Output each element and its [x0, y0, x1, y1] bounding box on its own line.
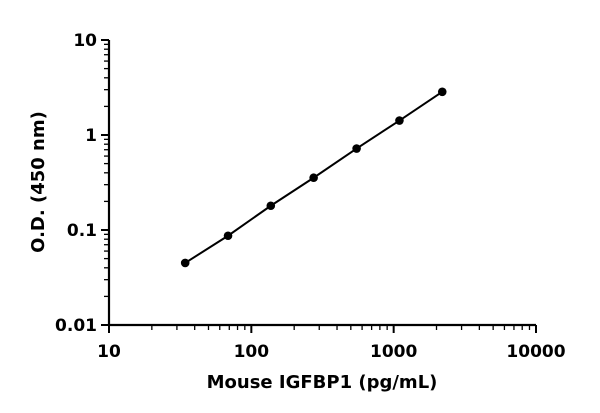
data-point: [395, 116, 404, 125]
y-major-ticks: [101, 39, 109, 326]
x-axis-title: Mouse IGFBP1 (pg/mL): [207, 372, 438, 393]
x-tick-label: 10000: [506, 342, 565, 362]
x-tick-label: 100: [234, 342, 270, 362]
data-point: [223, 231, 233, 241]
data-point: [437, 87, 447, 97]
y-tick-label: 0.1: [67, 221, 97, 241]
y-tick-labels: 0.01 0.1 1 10: [55, 31, 97, 336]
x-tick-label: 10: [97, 342, 121, 362]
data-point: [266, 201, 276, 211]
y-tick-label: 1: [85, 126, 97, 146]
data-point: [180, 258, 190, 268]
y-tick-label: 0.01: [55, 316, 97, 336]
y-tick-label: 10: [73, 31, 97, 51]
x-major-ticks: [108, 325, 537, 333]
data-points: [180, 87, 447, 268]
data-point: [352, 144, 361, 153]
x-tick-labels: 10 100 1000 10000: [97, 342, 566, 362]
y-axis-title: O.D. (450 nm): [28, 111, 49, 253]
x-tick-label: 1000: [370, 342, 417, 362]
data-point: [309, 173, 318, 183]
